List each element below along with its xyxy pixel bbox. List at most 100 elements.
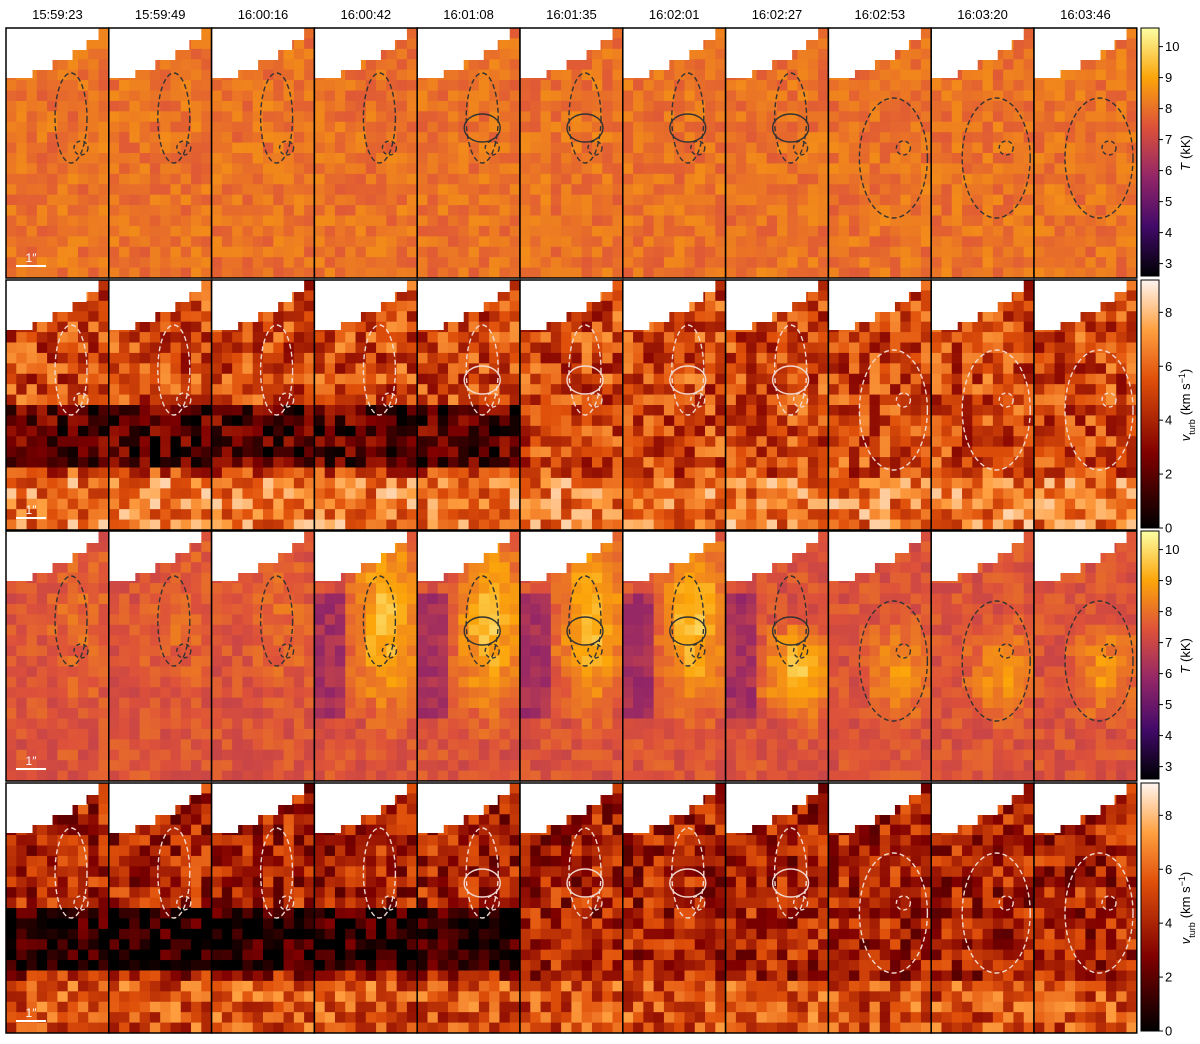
image-panel <box>1034 783 1138 1034</box>
image-panel <box>1034 28 1138 279</box>
colorbar-tick-label: 3 <box>1165 256 1172 271</box>
colorbar-tick-label: 6 <box>1165 163 1172 178</box>
colorbar-tick-label: 5 <box>1165 194 1172 209</box>
image-panel <box>5 531 110 782</box>
image-panel <box>314 28 418 279</box>
colorbar-label-part: (km s <box>1178 886 1193 918</box>
colorbar-label-part: T <box>1178 162 1193 171</box>
image-panel <box>622 531 726 782</box>
colorbar-tick-label: 5 <box>1165 697 1172 712</box>
colorbar <box>1140 530 1160 780</box>
image-panel <box>520 783 624 1034</box>
colorbar-label-part: ) <box>1178 369 1193 373</box>
colorbar-tick-label: 2 <box>1165 467 1172 482</box>
time-label: 16:02:53 <box>854 7 905 22</box>
image-panel <box>417 28 521 279</box>
colorbar-label: vturb (km s−1) <box>1177 872 1197 944</box>
colorbar-label-part: (kK) <box>1178 638 1193 662</box>
colorbar <box>1140 782 1160 1032</box>
colorbar-label-part: (kK) <box>1178 135 1193 159</box>
time-label: 16:01:35 <box>546 7 597 22</box>
image-panel <box>108 783 212 1034</box>
image-panel <box>725 28 829 279</box>
colorbar-label: T (kK) <box>1178 135 1193 171</box>
time-label: 16:02:01 <box>649 7 700 22</box>
scale-bar-label: 1″ <box>26 1006 38 1020</box>
colorbar-tick-label: 10 <box>1165 39 1179 54</box>
colorbar-label: vturb (km s−1) <box>1177 369 1197 441</box>
image-panel <box>211 783 315 1034</box>
panel-frame <box>1033 279 1138 531</box>
image-panel <box>622 28 726 279</box>
colorbar-tick-label: 6 <box>1165 862 1172 877</box>
colorbar-tick-label: 8 <box>1165 305 1172 320</box>
colorbar-label-part: turb <box>1187 419 1197 435</box>
image-panel <box>5 783 110 1034</box>
time-label: 15:59:49 <box>135 7 186 22</box>
scale-bar-label: 1″ <box>26 251 38 265</box>
time-label: 15:59:23 <box>32 7 83 22</box>
colorbar-label-part: ) <box>1178 872 1193 876</box>
colorbar-tick-label: 7 <box>1165 635 1172 650</box>
image-panel <box>108 280 212 531</box>
image-panel <box>931 783 1035 1034</box>
colorbar-tick-label: 9 <box>1165 573 1172 588</box>
image-panel <box>211 280 315 531</box>
colorbar-tick-label: 8 <box>1165 604 1172 619</box>
colorbar-tick-label: 6 <box>1165 666 1172 681</box>
colorbar-label-part: v <box>1178 936 1193 944</box>
time-label: 16:03:20 <box>957 7 1008 22</box>
time-label: 16:01:08 <box>443 7 494 22</box>
image-panel <box>108 28 212 279</box>
panel-frame <box>1033 782 1138 1034</box>
colorbar-label-part: (km s <box>1178 383 1193 415</box>
image-panel <box>417 531 521 782</box>
colorbar-label-part: −1 <box>1177 373 1187 383</box>
scale-bar-label: 1″ <box>26 503 38 517</box>
panel-frame <box>1033 530 1138 782</box>
colorbar-tick-label: 4 <box>1165 225 1172 240</box>
image-panel <box>828 531 932 782</box>
image-panel <box>211 531 315 782</box>
colorbar-tick-label: 10 <box>1165 542 1179 557</box>
image-panel <box>622 280 726 531</box>
colorbar-label-part: T <box>1178 665 1193 674</box>
image-panel <box>1034 280 1138 531</box>
colorbar <box>1140 279 1160 529</box>
colorbar-tick-label: 3 <box>1165 759 1172 774</box>
image-panel <box>828 280 932 531</box>
colorbar-tick-label: 6 <box>1165 359 1172 374</box>
image-panel <box>931 280 1035 531</box>
image-panel <box>5 280 110 531</box>
colorbar-label-part: v <box>1178 433 1193 441</box>
colorbar-tick-label: 4 <box>1165 413 1172 428</box>
image-panel <box>417 280 521 531</box>
image-panel <box>520 531 624 782</box>
colorbar-label-part: turb <box>1187 922 1197 938</box>
scale-bar-label: 1″ <box>26 754 38 768</box>
time-label: 16:03:46 <box>1060 7 1111 22</box>
colorbar-tick-label: 0 <box>1165 521 1172 536</box>
image-panel <box>725 783 829 1034</box>
image-panel <box>1034 531 1138 782</box>
colorbar-tick-label: 7 <box>1165 132 1172 147</box>
image-panel <box>725 531 829 782</box>
image-panel <box>725 280 829 531</box>
colorbar <box>1140 27 1160 277</box>
image-panel <box>520 28 624 279</box>
colorbar-label: T (kK) <box>1178 638 1193 674</box>
image-panel <box>314 280 418 531</box>
colorbar-tick-label: 2 <box>1165 970 1172 985</box>
image-panel <box>5 28 110 279</box>
colorbar-tick-label: 4 <box>1165 728 1172 743</box>
image-panel <box>931 531 1035 782</box>
colorbar-tick-label: 8 <box>1165 101 1172 116</box>
image-panel <box>211 28 315 279</box>
image-panel <box>314 783 418 1034</box>
image-panel <box>314 531 418 782</box>
image-panel <box>828 783 932 1034</box>
panel-frame <box>1033 27 1138 279</box>
image-panel <box>520 280 624 531</box>
